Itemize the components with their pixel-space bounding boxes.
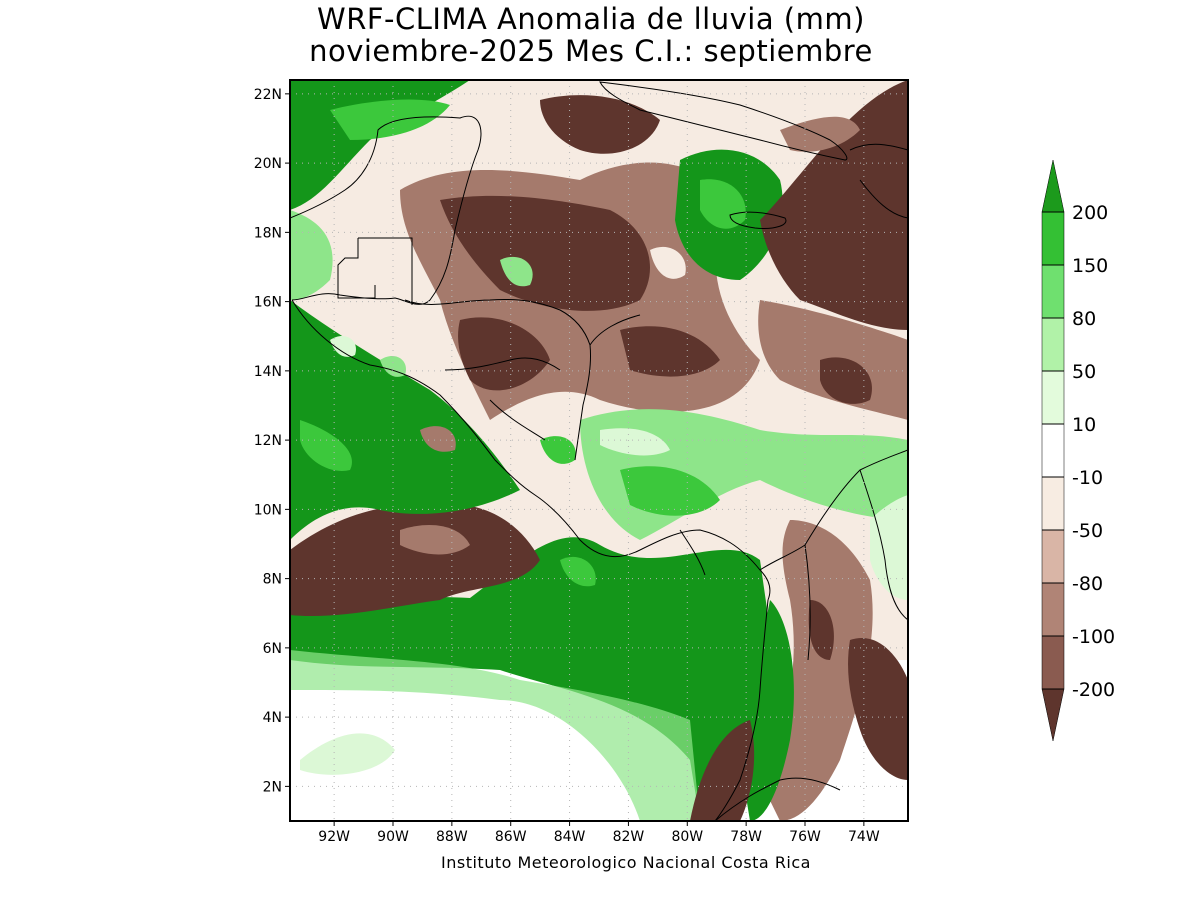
lat-label: 12N bbox=[254, 433, 282, 449]
lat-label: 18N bbox=[254, 225, 282, 241]
colorbar-band bbox=[1042, 424, 1064, 477]
lat-label: 14N bbox=[254, 364, 282, 380]
map-title-line2: noviembre-2025 Mes C.I.: septiembre bbox=[309, 34, 873, 68]
colorbar-bottom-arrow bbox=[1041, 688, 1065, 742]
colorbar-band bbox=[1042, 318, 1064, 371]
colorbar-label: 200 bbox=[1072, 202, 1108, 224]
colorbar-label: 10 bbox=[1072, 414, 1096, 436]
lon-label: 86W bbox=[495, 829, 527, 845]
lat-label: 4N bbox=[263, 710, 282, 726]
lat-label: 20N bbox=[254, 156, 282, 172]
lon-label: 92W bbox=[318, 829, 350, 845]
lat-label: 6N bbox=[263, 641, 282, 657]
colorbar-top-arrow bbox=[1041, 159, 1065, 213]
lon-label: 74W bbox=[848, 829, 880, 845]
axis-ticks bbox=[285, 93, 865, 826]
lat-label: 16N bbox=[254, 295, 282, 311]
colorbar-label: -200 bbox=[1072, 679, 1115, 701]
map-frame bbox=[289, 79, 909, 822]
colorbar-band bbox=[1042, 212, 1064, 265]
colorbar-label: 80 bbox=[1072, 308, 1096, 330]
axis-tick-labels: 22N 20N 18N 16N 14N 12N 10N 8N 6N 4N 2N 92W 90W 88W 86… bbox=[254, 87, 880, 845]
map-title-line1: WRF-CLIMA Anomalia de lluvia (mm) bbox=[317, 2, 865, 36]
lon-label: 88W bbox=[436, 829, 468, 845]
colorbar-band bbox=[1042, 530, 1064, 583]
colorbar-band bbox=[1042, 583, 1064, 636]
east-dark-brown bbox=[760, 80, 908, 330]
rainfall-anomaly-field bbox=[290, 80, 908, 821]
lon-label: 90W bbox=[377, 829, 409, 845]
lat-label: 10N bbox=[254, 502, 282, 518]
lat-label: 22N bbox=[254, 87, 282, 103]
lat-lon-grid bbox=[290, 80, 908, 821]
lon-label: 78W bbox=[730, 829, 762, 845]
lon-label: 84W bbox=[554, 829, 586, 845]
colorbar-label: 50 bbox=[1072, 361, 1096, 383]
pacific-green-band bbox=[290, 537, 780, 821]
lat-label: 8N bbox=[263, 572, 282, 588]
west-pacific-green bbox=[290, 300, 520, 540]
colorbar-label: -10 bbox=[1072, 467, 1103, 489]
lat-label: 2N bbox=[263, 779, 282, 795]
colorbar-band bbox=[1042, 477, 1064, 530]
colorbar-label: -80 bbox=[1072, 573, 1103, 595]
lon-label: 80W bbox=[671, 829, 703, 845]
colorbar-band bbox=[1042, 265, 1064, 318]
colorbar-band bbox=[1042, 371, 1064, 424]
colorbar-label: 150 bbox=[1072, 255, 1108, 277]
colorbar-label: -100 bbox=[1072, 626, 1115, 648]
credit-line: Instituto Meteorologico Nacional Costa R… bbox=[441, 853, 811, 872]
lon-label: 76W bbox=[789, 829, 821, 845]
colorbar-label: -50 bbox=[1072, 520, 1103, 542]
coastlines bbox=[290, 81, 908, 821]
pacific-dark-brown-band bbox=[290, 504, 540, 617]
colorbar: 200 150 80 50 10 -10 -50 -80 -100 -200 bbox=[1041, 159, 1115, 742]
lon-label: 82W bbox=[613, 829, 645, 845]
south-pale-green-patch bbox=[300, 733, 395, 775]
colorbar-band bbox=[1042, 636, 1064, 689]
